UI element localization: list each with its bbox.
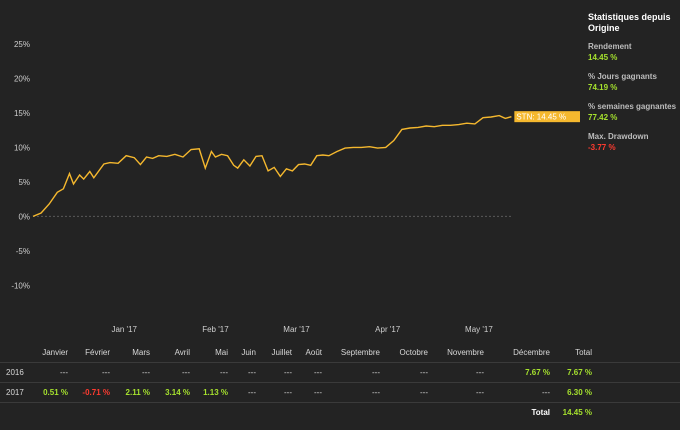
monthly-returns-table: Janvier Février Mars Avril Mai Juin Juil… [0, 343, 680, 422]
table-cell: --- [110, 362, 150, 383]
year-header [0, 343, 36, 363]
y-tick-label: 10% [14, 143, 30, 152]
table-cell: --- [322, 362, 380, 383]
header-mars: Mars [132, 348, 150, 357]
header-octobre: Octobre [399, 348, 428, 357]
stat-label: Rendement [588, 42, 632, 51]
table-cell: --- [256, 382, 292, 403]
end-label-box [514, 111, 580, 123]
spacer [592, 382, 680, 403]
table-cell: --- [36, 362, 68, 383]
stat-value: 14.45 % [588, 53, 618, 62]
header-novembre: Novembre [447, 348, 484, 357]
table-cell: --- [292, 362, 322, 383]
stat-max-drawdown: Max. Drawdown -3.77 % [588, 132, 680, 153]
stats-title: Statistiques depuis Origine [588, 12, 671, 33]
header-mai: Mai [215, 348, 228, 357]
table-cell: -0.71 % [68, 382, 110, 403]
grand-total-value: 14.45 % [550, 402, 592, 422]
table-header-row: Janvier Février Mars Avril Mai Juin Juil… [0, 343, 680, 363]
spacer [592, 343, 680, 363]
y-tick-label: 0% [18, 212, 30, 221]
table-cell: --- [428, 362, 484, 383]
table-cell: 1.13 % [190, 382, 228, 403]
table-cell: --- [380, 362, 428, 383]
table-cell: --- [228, 382, 256, 403]
x-tick-label: Feb '17 [202, 325, 229, 334]
y-tick-label: 15% [14, 109, 30, 118]
stat-label: Max. Drawdown [588, 132, 649, 141]
header-aout: Août [305, 348, 322, 357]
header-decembre: Décembre [513, 348, 550, 357]
table-row: 2017 0.51 % -0.71 % 2.11 % 3.14 % 1.13 %… [0, 382, 680, 403]
header-avril: Avril [174, 348, 190, 357]
stat-label: % Jours gagnants [588, 72, 657, 81]
header-juin: Juin [241, 348, 256, 357]
y-tick-label: -10% [11, 281, 30, 290]
header-fevrier: Février [85, 348, 110, 357]
table-cell: --- [68, 362, 110, 383]
stat-value: 74.19 % [588, 83, 618, 92]
table-cell: --- [190, 362, 228, 383]
stat-label: % semaines gagnantes [588, 102, 677, 111]
stat-value: 77.42 % [588, 113, 618, 122]
x-tick-label: May '17 [465, 325, 493, 334]
row-year: 2016 [0, 362, 36, 383]
performance-chart: 25% 20% 15% 10% 5% 0% -5% -10% Jan '17 Feb '17 Ma… [11, 40, 580, 334]
series-line-stn [32, 114, 512, 218]
table-cell: 0.51 % [36, 382, 68, 403]
grand-total-label: Total [0, 402, 550, 422]
table-row: 2016 --- --- --- --- --- --- --- --- ---… [0, 362, 680, 383]
stats-panel: Statistiques depuis Origine Rendement 14… [588, 12, 680, 162]
row-year: 2017 [0, 382, 36, 403]
table-cell: 7.67 % [484, 362, 550, 383]
spacer [592, 362, 680, 383]
y-tick-label: 20% [14, 74, 30, 83]
x-tick-label: Apr '17 [375, 325, 401, 334]
header-janvier: Janvier [42, 348, 68, 357]
table-cell: --- [428, 382, 484, 403]
end-label-text: STN: 14.45 % [516, 113, 566, 122]
header-total: Total [575, 348, 592, 357]
table-cell: --- [228, 362, 256, 383]
table-cell: 2.11 % [110, 382, 150, 403]
table-cell-total: 6.30 % [550, 382, 592, 403]
spacer [592, 402, 680, 422]
x-tick-label: Jan '17 [111, 325, 137, 334]
y-tick-label: 25% [14, 40, 30, 49]
table-cell: --- [380, 382, 428, 403]
stat-jours-gagnants: % Jours gagnants 74.19 % [588, 72, 680, 93]
stat-rendement: Rendement 14.45 % [588, 42, 680, 63]
header-juillet: Juillet [271, 348, 292, 357]
table-cell: --- [484, 382, 550, 403]
x-tick-label: Mar '17 [283, 325, 310, 334]
table-cell: --- [150, 362, 190, 383]
y-tick-label: -5% [16, 247, 30, 256]
table-cell: --- [256, 362, 292, 383]
table-cell: --- [292, 382, 322, 403]
table-cell: --- [322, 382, 380, 403]
stat-value: -3.77 % [588, 143, 616, 152]
stat-semaines-gagnantes: % semaines gagnantes 77.42 % [588, 102, 680, 123]
header-septembre: Septembre [340, 348, 380, 357]
table-cell-total: 7.67 % [550, 362, 592, 383]
table-total-row: Total 14.45 % [0, 402, 680, 422]
y-tick-label: 5% [18, 178, 30, 187]
table-cell: 3.14 % [150, 382, 190, 403]
